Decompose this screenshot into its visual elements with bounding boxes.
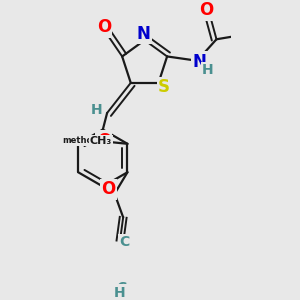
Text: S: S — [158, 78, 170, 96]
Text: O: O — [199, 1, 213, 19]
Text: O: O — [97, 132, 111, 150]
Text: methoxy: methoxy — [62, 136, 103, 145]
Text: N: N — [192, 53, 206, 71]
Text: H: H — [202, 63, 214, 77]
Text: O: O — [101, 180, 115, 198]
Text: N: N — [136, 25, 151, 43]
Text: H: H — [91, 103, 102, 117]
Text: C: C — [116, 281, 126, 295]
Text: O: O — [97, 19, 111, 37]
Text: CH₃: CH₃ — [90, 136, 112, 146]
Text: H: H — [114, 286, 126, 299]
Text: C: C — [119, 235, 129, 249]
